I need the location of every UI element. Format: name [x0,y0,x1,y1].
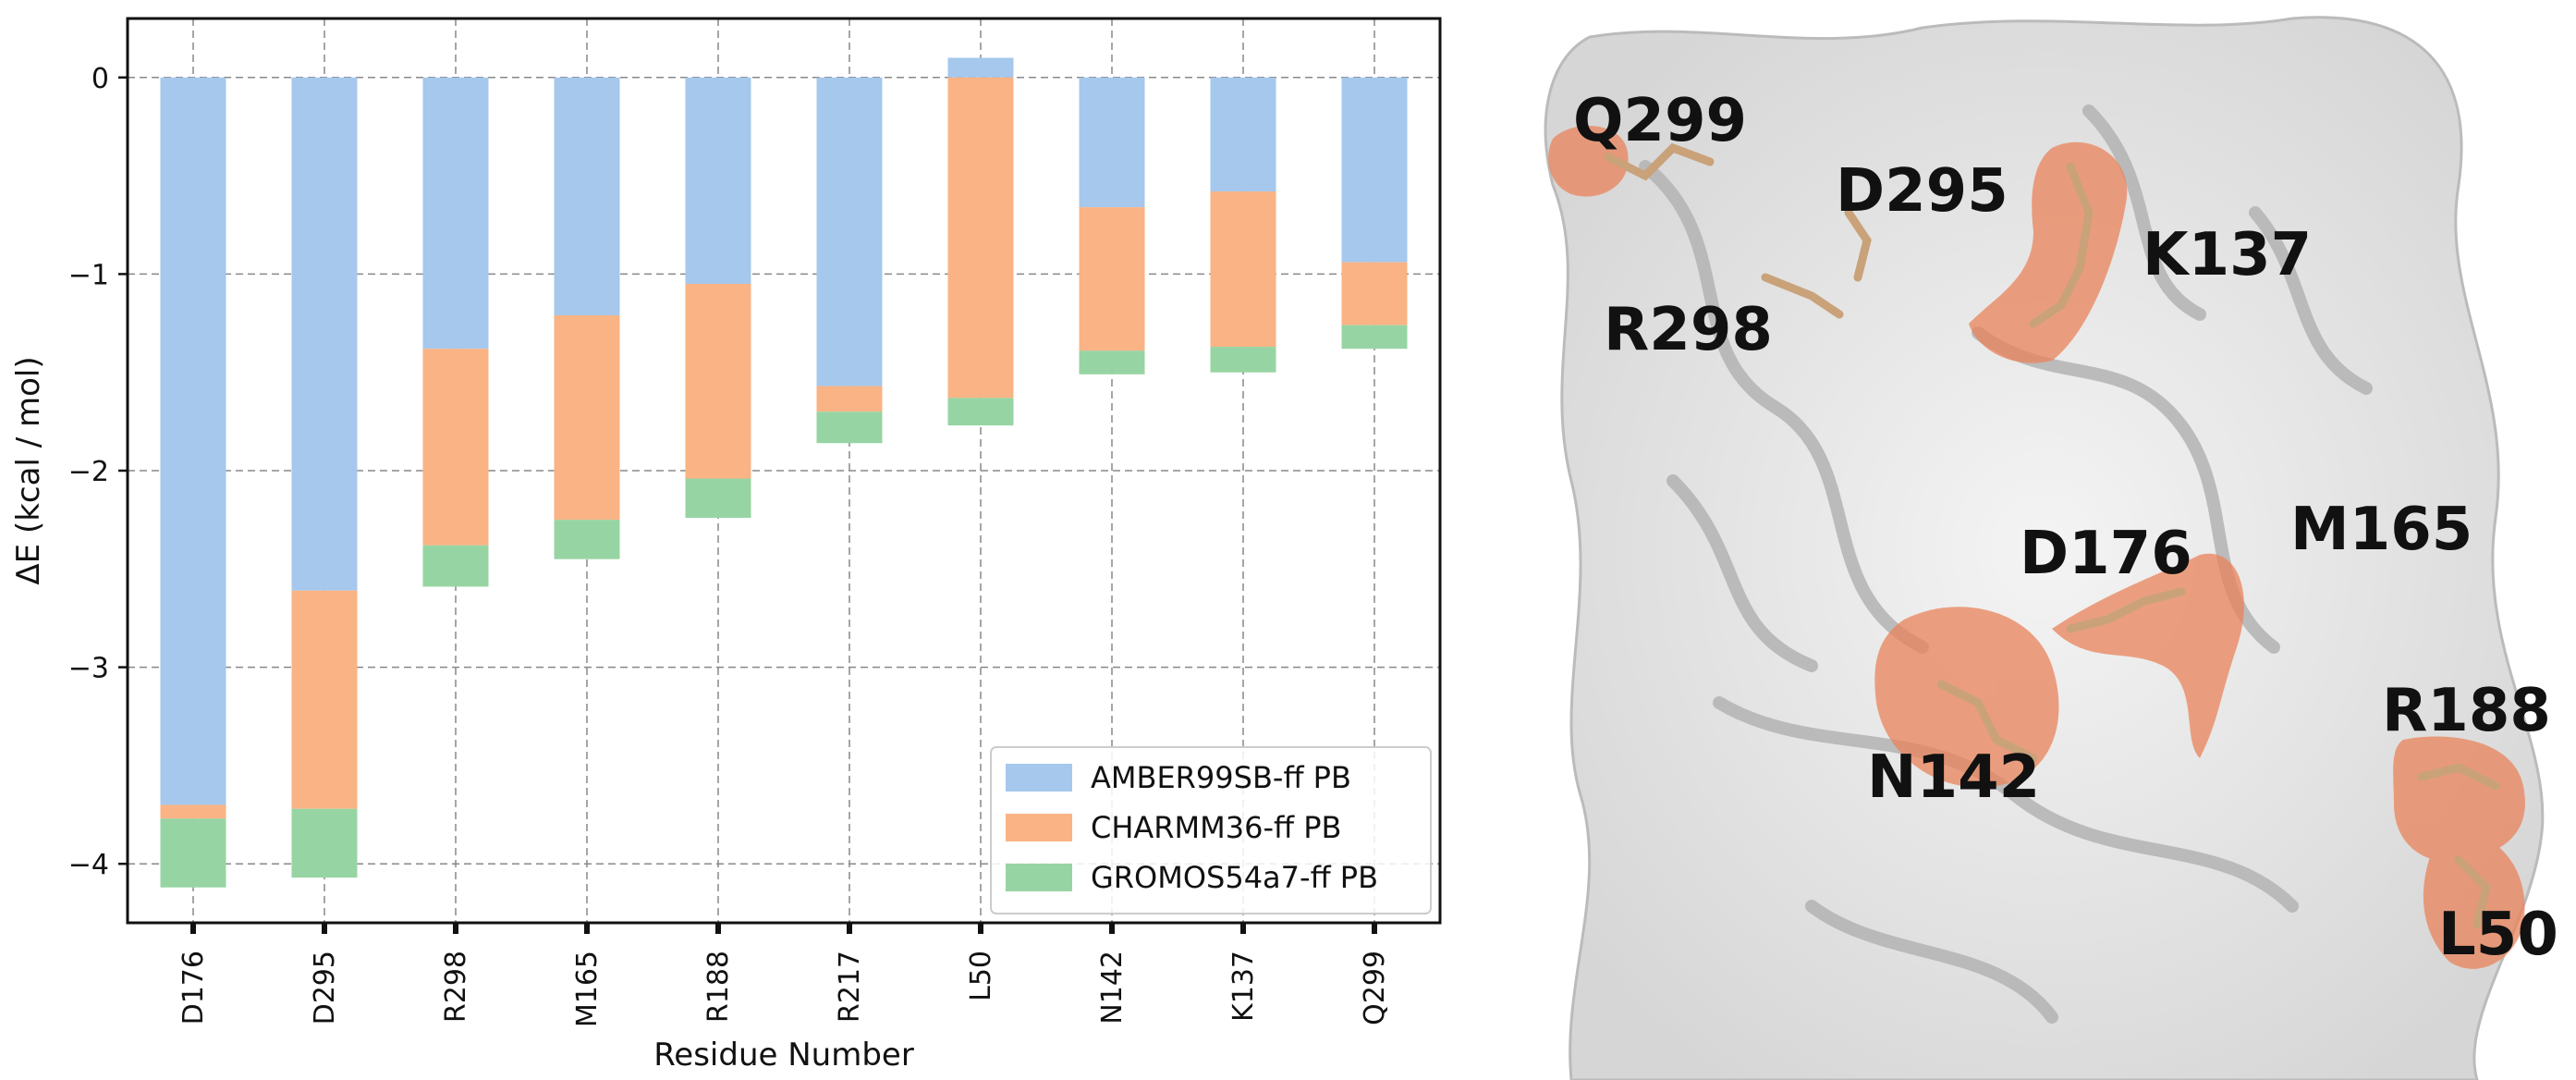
bar-r298-gromos54a7 [422,545,489,587]
bar-k137-gromos54a7 [1210,347,1276,373]
label-r298: R298 [1604,296,1773,364]
bar-l50-charmm36 [947,77,1014,399]
bar-n142-gromos54a7 [1079,350,1145,374]
label-n142: N142 [1867,743,2040,812]
bar-d295-charmm36 [291,590,358,809]
bar-q299-gromos54a7 [1341,325,1408,350]
legend-swatch [1006,814,1072,841]
bar-d176-charmm36 [160,804,226,819]
legend-entry: AMBER99SB-ff PB [1091,760,1351,795]
label-r188: R188 [2382,677,2551,745]
bar-chart: −4 −3 −2 −1 0 D176 D295 R298 M165 R188 R217 L50 N142… [10,17,1442,1074]
bar-d295-gromos54a7 [291,808,358,878]
x-tick-label: M165 [571,951,604,1027]
label-q299: Q299 [1573,87,1747,155]
bar-l50-amber99sb [947,57,1014,78]
bar-r217-amber99sb [816,77,883,387]
x-axis-title: Residue Number [653,1037,914,1074]
legend-entry: CHARMM36-ff PB [1091,810,1341,845]
bars [160,57,1408,888]
bar-m165-gromos54a7 [554,520,620,559]
bar-d176-gromos54a7 [160,818,226,888]
bar-d176-amber99sb [160,77,226,805]
bar-l50-gromos54a7 [947,398,1014,426]
x-tick-label: D295 [309,951,341,1025]
x-tick-label: N142 [1096,951,1129,1025]
bar-r298-charmm36 [422,349,489,546]
y-tick-label: 0 [92,63,109,95]
legend-entry: GROMOS54a7-ff PB [1091,860,1378,895]
bar-r217-gromos54a7 [816,411,883,444]
bar-n142-charmm36 [1079,207,1145,351]
x-tick-label: D176 [177,951,210,1025]
label-d295: D295 [1836,157,2008,226]
bar-q299-amber99sb [1341,77,1408,263]
bar-r298-amber99sb [422,77,489,350]
axes: −4 −3 −2 −1 0 D176 D295 R298 M165 R188 R217 L50 N142… [68,17,1442,1027]
legend-swatch [1006,764,1072,792]
bar-m165-charmm36 [554,315,620,521]
bar-r188-gromos54a7 [685,478,751,519]
x-tick-label: K137 [1227,951,1260,1022]
protein-structure-panel: Q299 D295 K137 R298 D176 M165 R188 N142 … [1544,16,2558,1080]
highlight-q299 [1548,126,1629,197]
highlight-m165 [2052,553,2244,758]
bar-m165-amber99sb [554,77,620,316]
bar-r188-amber99sb [685,77,751,285]
highlight-k137 [1969,141,2128,363]
y-tick-label: −2 [68,456,109,488]
y-tick-label: −4 [68,849,109,881]
side-chain-sticks [1604,142,2500,929]
x-tick-label: R188 [702,951,735,1023]
legend: AMBER99SB-ff PB CHARMM36-ff PB GROMOS54a7-… [990,746,1432,914]
label-d176: D176 [2020,520,2192,588]
bar-r217-charmm36 [816,386,883,412]
protein-ribbons [1639,104,2373,1024]
x-tick-label: R217 [834,951,866,1023]
highlight-l50 [2423,830,2525,969]
label-m165: M165 [2290,496,2472,564]
bar-k137-charmm36 [1210,191,1276,348]
bar-d295-amber99sb [291,77,358,591]
bar-q299-charmm36 [1341,262,1408,325]
y-tick-label: −1 [68,259,109,291]
legend-swatch [1006,864,1072,891]
bar-n142-amber99sb [1079,77,1145,208]
residue-labels: Q299 D295 K137 R298 D176 M165 R188 N142 … [1573,87,2558,969]
x-tick-label: R298 [440,951,472,1023]
legend-box [990,746,1432,914]
x-tick-label: Q299 [1359,951,1391,1025]
y-axis-title: ΔE (kcal / mol) [10,356,47,584]
label-l50: L50 [2438,901,2558,969]
x-tick-label: L50 [965,951,997,1001]
y-tick-label: −3 [68,653,109,685]
label-k137: K137 [2143,221,2312,289]
bar-k137-amber99sb [1210,77,1276,192]
bar-r188-charmm36 [685,284,751,479]
highlight-r188 [2393,736,2525,862]
